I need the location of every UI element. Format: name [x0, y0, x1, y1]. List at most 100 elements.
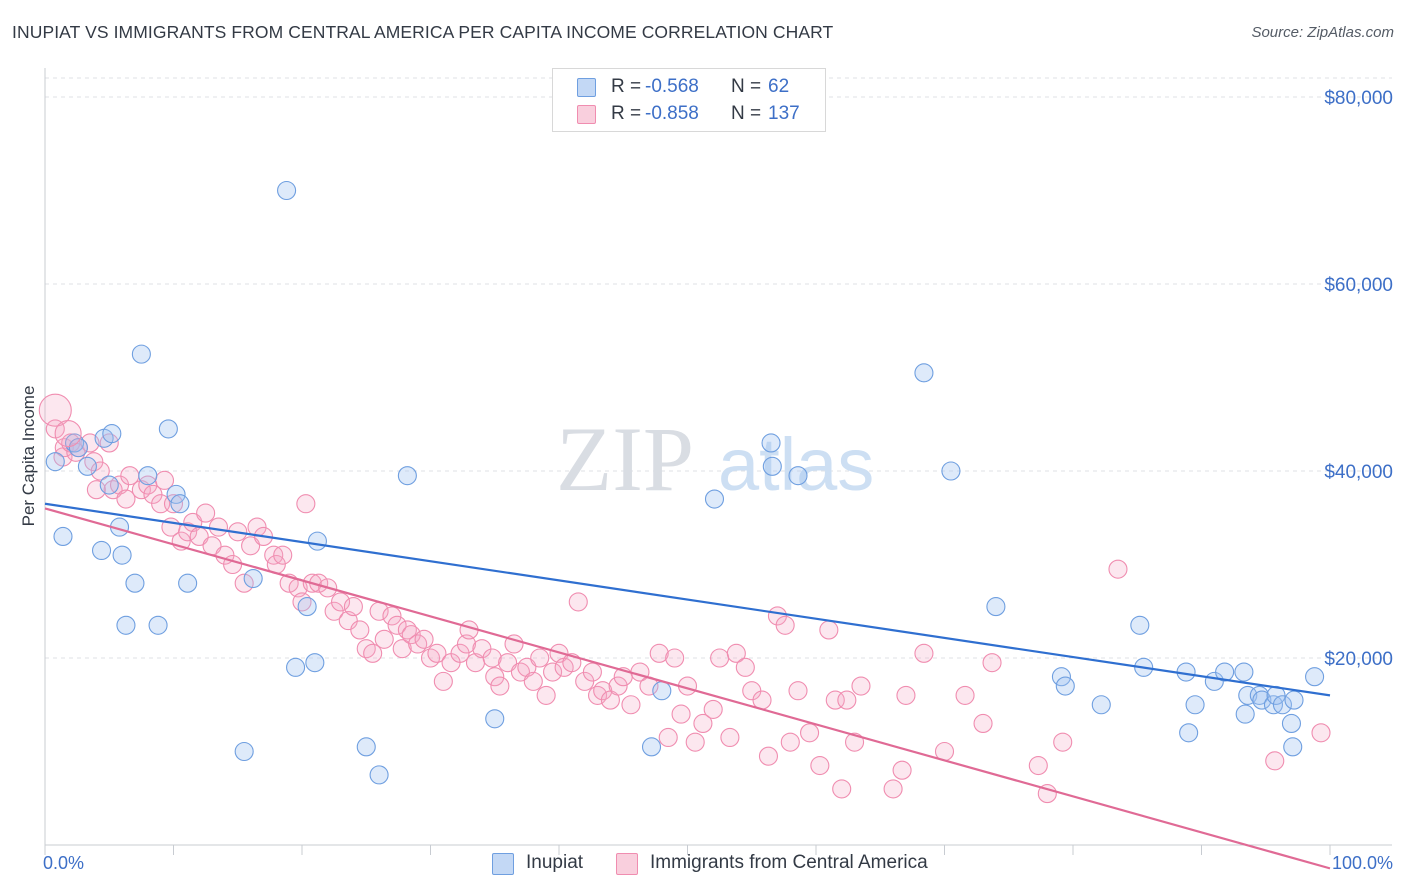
data-point	[941, 461, 961, 481]
data-point	[1311, 723, 1331, 743]
data-point	[703, 699, 723, 719]
x-tick-label: 0.0%	[43, 853, 84, 873]
data-point	[543, 662, 563, 682]
data-point	[788, 466, 808, 486]
data-point	[307, 531, 327, 551]
data-point	[102, 424, 122, 444]
data-point	[832, 779, 852, 799]
legend-r-value: -0.858	[645, 103, 699, 124]
data-point	[652, 681, 672, 701]
data-point	[369, 765, 389, 785]
data-point	[1037, 784, 1057, 804]
data-point	[158, 419, 178, 439]
data-point	[456, 634, 477, 654]
data-point	[1108, 559, 1128, 579]
data-point	[99, 475, 119, 495]
data-point	[1028, 755, 1048, 776]
data-point	[68, 438, 88, 458]
series-swatch-central-america	[616, 853, 638, 875]
data-point	[277, 180, 297, 201]
data-point	[800, 723, 820, 743]
data-point	[343, 597, 363, 617]
data-point	[892, 760, 912, 780]
data-point	[819, 620, 839, 640]
data-point	[649, 643, 669, 663]
grid-lines	[45, 77, 1392, 659]
data-point	[761, 433, 781, 453]
data-point	[710, 648, 730, 668]
data-point	[208, 517, 229, 537]
data-point	[427, 643, 447, 663]
data-point	[726, 643, 746, 663]
data-point	[641, 737, 662, 757]
data-point	[1051, 667, 1071, 687]
legend-n-value: 62	[768, 76, 790, 97]
data-series	[38, 180, 1331, 804]
data-point	[148, 615, 168, 635]
y-tick-label: $40,000	[1324, 462, 1393, 483]
y-tick-label: $60,000	[1324, 275, 1393, 296]
data-point	[1252, 690, 1272, 710]
data-point	[517, 657, 537, 677]
data-point	[80, 433, 100, 453]
series-legend-label: Inupiat	[526, 852, 584, 873]
legend-row-central-america: R = -0.858 N = 137	[553, 101, 823, 127]
series-central-america	[45, 419, 1331, 804]
data-point	[658, 727, 678, 748]
data-point	[693, 713, 713, 734]
data-point	[170, 494, 190, 514]
data-point	[53, 526, 73, 547]
data-point	[234, 741, 254, 762]
data-point	[621, 695, 641, 715]
data-point	[116, 489, 136, 509]
data-point	[77, 456, 97, 476]
data-point	[1235, 704, 1255, 724]
data-point	[1305, 667, 1325, 687]
data-point	[704, 489, 725, 509]
data-point	[523, 671, 543, 691]
data-point	[401, 625, 421, 645]
tick-labels: $20,000 $40,000 $60,000 $80,000 0.0% 100.0%	[43, 88, 1393, 873]
data-point	[86, 480, 106, 500]
y-tick-label: $80,000	[1324, 88, 1393, 109]
axes	[44, 68, 1392, 855]
data-point	[1238, 685, 1258, 705]
data-point	[1265, 751, 1285, 771]
data-point	[1281, 713, 1301, 734]
data-point	[450, 643, 470, 663]
data-point	[1284, 690, 1304, 710]
data-point	[90, 461, 110, 481]
y-axis-label: Per Capita Income	[19, 386, 38, 527]
data-point	[608, 676, 628, 696]
data-point	[582, 662, 602, 682]
data-point	[955, 685, 975, 705]
data-point	[986, 597, 1006, 617]
data-point	[54, 420, 82, 448]
data-point	[1179, 723, 1199, 743]
data-point	[178, 522, 198, 542]
data-point	[498, 653, 518, 673]
series-central-america-large	[38, 393, 82, 448]
data-point	[536, 685, 556, 705]
x-tick-label: 100.0%	[1332, 853, 1393, 873]
data-point	[397, 466, 417, 486]
data-point	[1185, 695, 1205, 715]
data-point	[356, 737, 376, 757]
trend-line-central-america	[44, 507, 1331, 870]
correlation-legend: R = -0.568 N = 62 R = -0.858 N = 137	[552, 68, 826, 132]
data-point	[482, 648, 502, 668]
data-point	[973, 713, 993, 734]
data-point	[810, 755, 830, 776]
chart-source: Source: ZipAtlas.com	[1251, 24, 1394, 41]
data-point	[844, 732, 865, 752]
data-point	[735, 657, 755, 677]
data-point	[305, 653, 325, 673]
data-point	[243, 568, 263, 589]
series-swatch-inupiat	[492, 853, 514, 875]
data-point	[234, 573, 254, 593]
data-point	[758, 746, 779, 766]
watermark-atlas: atlas	[718, 423, 874, 506]
data-point	[568, 592, 588, 612]
data-point	[837, 690, 857, 710]
